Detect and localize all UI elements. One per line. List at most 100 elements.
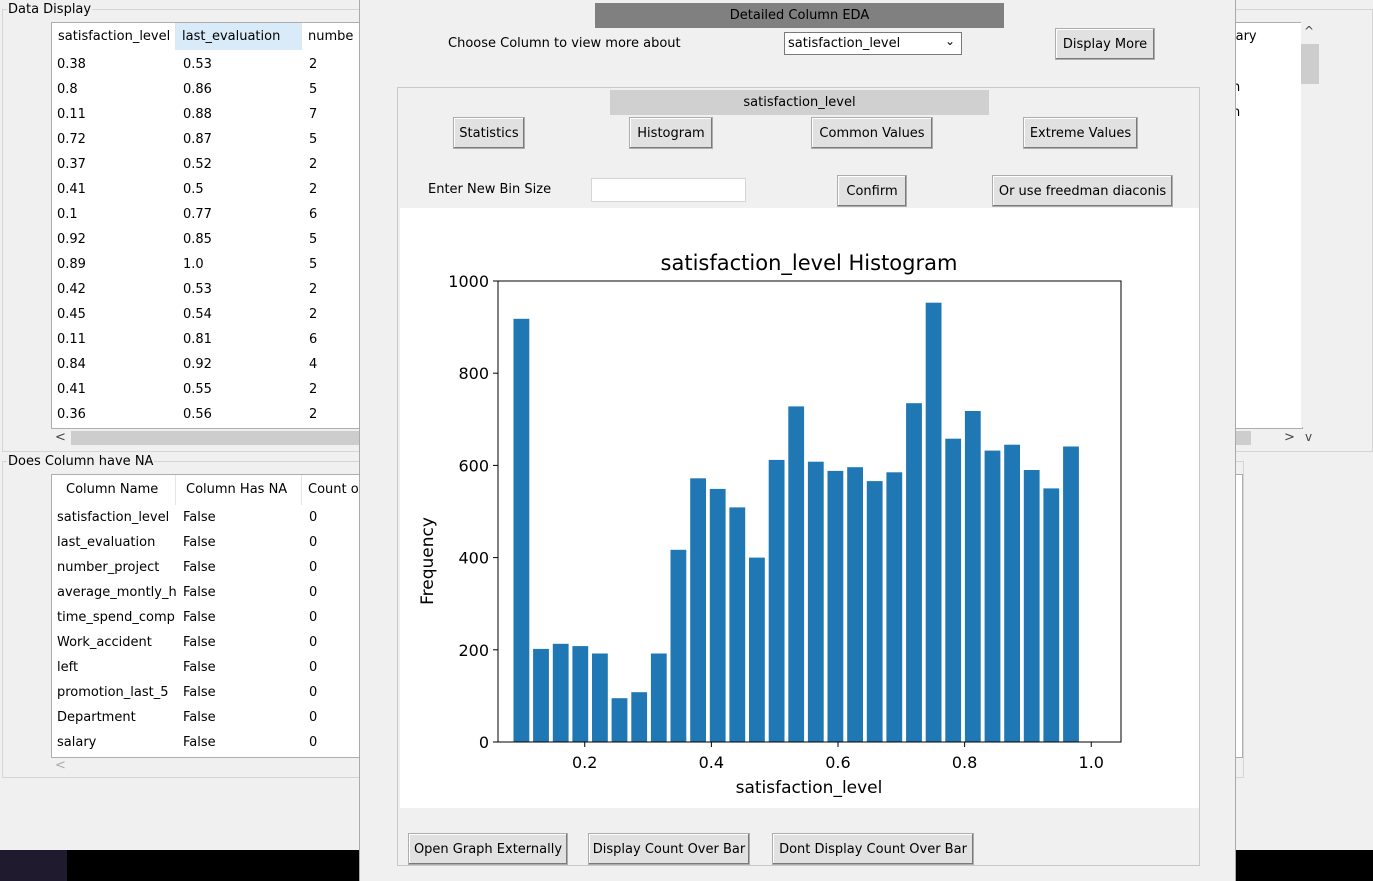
- table-row[interactable]: 0.42 0.53 2: [52, 277, 1302, 302]
- table-row[interactable]: average_montly_h False 0: [52, 580, 1242, 605]
- table-cell: 6: [309, 207, 318, 222]
- extreme-values-button[interactable]: Extreme Values: [1023, 117, 1138, 149]
- table-cell: 0: [309, 610, 318, 625]
- table-cell: satisfaction_level: [57, 510, 170, 525]
- table-row[interactable]: Department False 0: [52, 705, 1242, 730]
- table-cell: time_spend_comp: [57, 610, 175, 625]
- table-row[interactable]: salary False 0: [52, 730, 1242, 755]
- table-row[interactable]: 0.45 0.54 2: [52, 302, 1302, 327]
- scroll-thumb[interactable]: [1301, 44, 1319, 84]
- table-cell: 2: [309, 382, 318, 397]
- column-header[interactable]: satisfaction_level: [52, 23, 176, 50]
- y-axis-label: Frequency: [418, 517, 438, 605]
- y-tick-label: 600: [458, 456, 489, 475]
- scroll-right-arrow[interactable]: >: [1284, 430, 1295, 445]
- table-cell: 2: [309, 307, 318, 322]
- table-row[interactable]: last_evaluation False 0: [52, 530, 1242, 555]
- table-row[interactable]: 0.11 0.88 7: [52, 102, 1302, 127]
- table-row[interactable]: 0.92 0.85 5: [52, 227, 1302, 252]
- table-row[interactable]: 0.37 0.52 2: [52, 152, 1302, 177]
- table-cell: 7: [309, 107, 318, 122]
- table-row[interactable]: 0.36 0.56 2: [52, 402, 1302, 427]
- display-more-button[interactable]: Display More: [1055, 28, 1155, 60]
- table-row[interactable]: left False 0: [52, 655, 1242, 680]
- freedman-diaconis-button[interactable]: Or use freedman diaconis: [992, 175, 1173, 207]
- scroll-left-arrow[interactable]: <: [55, 758, 66, 773]
- choose-column-label: Choose Column to view more about: [448, 36, 681, 51]
- table-row[interactable]: 0.41 0.55 2: [52, 377, 1302, 402]
- chevron-down-icon[interactable]: ⌄: [944, 34, 955, 48]
- column-header[interactable]: Count o: [308, 482, 359, 497]
- common-values-button[interactable]: Common Values: [811, 117, 933, 149]
- open-graph-externally-button[interactable]: Open Graph Externally: [408, 833, 568, 865]
- dont-display-count-over-bar-button[interactable]: Dont Display Count Over Bar: [772, 833, 974, 865]
- table-cell: 0.5: [183, 182, 204, 197]
- y-tick-label: 200: [458, 641, 489, 660]
- table-cell: 0.41: [57, 182, 86, 197]
- table-cell: 0.72: [57, 132, 86, 147]
- display-count-over-bar-button[interactable]: Display Count Over Bar: [588, 833, 750, 865]
- column-header[interactable]: last_evaluation: [176, 23, 302, 50]
- histogram-bar: [866, 481, 883, 742]
- table-row[interactable]: 0.41 0.5 2: [52, 177, 1302, 202]
- table-row[interactable]: time_spend_comp False 0: [52, 605, 1242, 630]
- table-cell: 0.54: [183, 307, 212, 322]
- scroll-left-arrow[interactable]: <: [55, 430, 66, 445]
- table-cell: 0.92: [183, 357, 212, 372]
- histogram-bar: [650, 653, 667, 742]
- table-cell: Work_accident: [57, 635, 152, 650]
- table-row[interactable]: Work_accident False 0: [52, 630, 1242, 655]
- table-row[interactable]: 0.1 0.77 6: [52, 202, 1302, 227]
- histogram-button[interactable]: Histogram: [629, 117, 713, 149]
- table-cell: 0.53: [183, 57, 212, 72]
- histogram-bar: [552, 643, 569, 742]
- table-cell: 0: [309, 635, 318, 650]
- column-select[interactable]: satisfaction_level ⌄: [784, 32, 962, 55]
- column-header[interactable]: numbe: [302, 23, 362, 50]
- column-header[interactable]: Column Name: [52, 475, 176, 505]
- table-cell: 0.11: [57, 332, 86, 347]
- table-row[interactable]: 0.72 0.87 5: [52, 127, 1302, 152]
- histogram-bar: [807, 461, 824, 742]
- table-row[interactable]: 0.89 1.0 5: [52, 252, 1302, 277]
- row-fragment: n: [1232, 80, 1241, 95]
- table-cell: False: [183, 735, 216, 750]
- table-row[interactable]: 0.8 0.86 5: [52, 77, 1302, 102]
- column-header-fragment[interactable]: lary: [1232, 29, 1257, 44]
- table-row[interactable]: number_project False 0: [52, 555, 1242, 580]
- column-header[interactable]: Column Has NA: [176, 475, 302, 505]
- table-cell: left: [57, 660, 79, 675]
- table-cell: 0.87: [183, 132, 212, 147]
- table-cell: 2: [309, 57, 318, 72]
- y-tick-label: 800: [458, 364, 489, 383]
- table-row[interactable]: 0.11 0.81 6: [52, 327, 1302, 352]
- table-cell: 2: [309, 182, 318, 197]
- histogram-bar: [749, 557, 765, 742]
- table-cell: 0: [309, 585, 318, 600]
- table-cell: 5: [309, 82, 318, 97]
- confirm-button[interactable]: Confirm: [837, 175, 907, 207]
- histogram-bar: [906, 403, 922, 742]
- table-cell: 0: [309, 560, 318, 575]
- table-cell: 0.85: [183, 232, 212, 247]
- histogram-bar: [827, 470, 844, 742]
- chart-title: satisfaction_level Histogram: [661, 251, 958, 276]
- bin-size-input[interactable]: [591, 178, 746, 202]
- table-row[interactable]: promotion_last_5 False 0: [52, 680, 1242, 705]
- table-cell: 0: [309, 535, 318, 550]
- statistics-button[interactable]: Statistics: [453, 117, 525, 149]
- table-row[interactable]: 0.38 0.53 2: [52, 52, 1302, 77]
- table-cell: 2: [309, 157, 318, 172]
- x-tick-label: 0.4: [699, 753, 724, 772]
- table-cell: False: [183, 610, 216, 625]
- na-group-title: Does Column have NA: [8, 454, 154, 469]
- vertical-scrollbar[interactable]: ^: [1301, 22, 1319, 427]
- table-row[interactable]: 0.84 0.92 4: [52, 352, 1302, 377]
- table-row[interactable]: satisfaction_level False 0: [52, 505, 1242, 530]
- table-cell: 4: [309, 357, 318, 372]
- scroll-up-arrow[interactable]: ^: [1304, 24, 1315, 38]
- y-tick-label: 1000: [448, 272, 489, 291]
- table-cell: 0.88: [183, 107, 212, 122]
- scroll-down-arrow[interactable]: v: [1305, 430, 1313, 444]
- taskbar-button[interactable]: [0, 850, 67, 881]
